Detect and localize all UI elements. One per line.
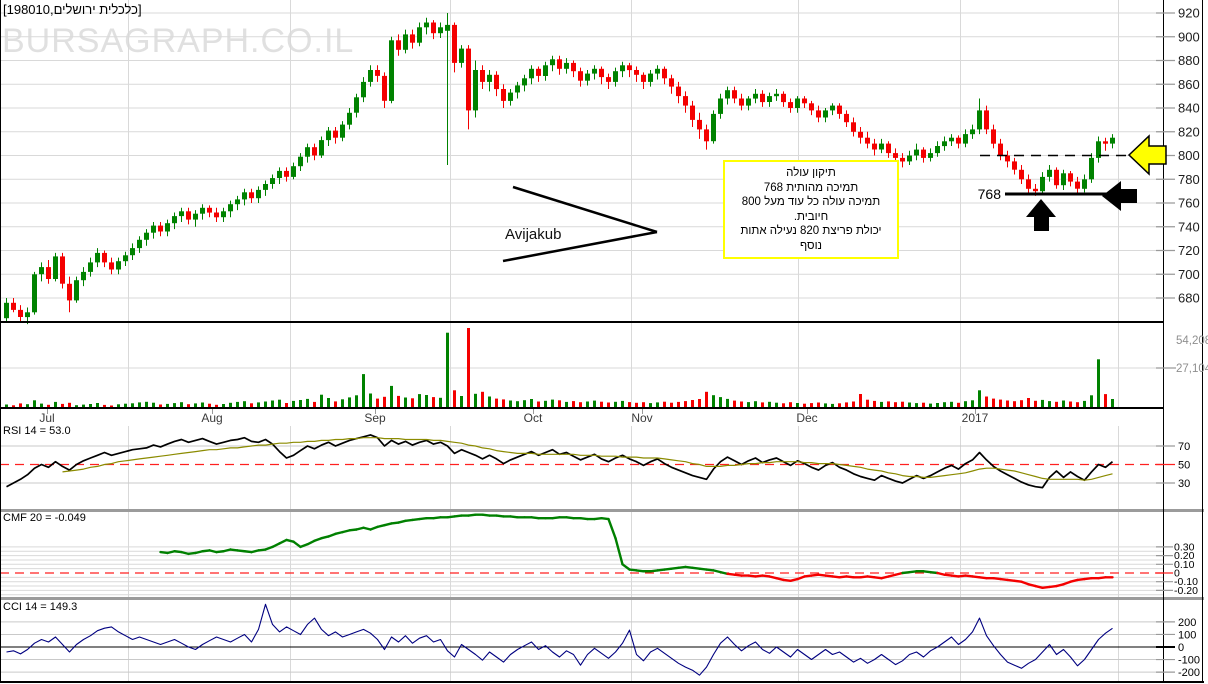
cci-axis-tick-label: 200 [1178,617,1196,629]
support-level-label: 768 [977,186,1001,202]
x-axis-month-label: 2017 [962,411,989,425]
cmf-axis-tick-label: 0.10 [1174,559,1195,571]
x-axis-month-label: Aug [201,411,222,425]
x-axis-month-label: Oct [524,411,543,425]
yellow-left-arrow-icon [1127,134,1167,176]
chart-title: [198010,כלכלית ירושלים] [3,2,142,17]
annotation-line: תיקון עולה [786,167,836,179]
price-axis-tick-label: 800 [1178,148,1200,163]
price-annotations [502,134,1167,263]
black-left-arrow-icon [1102,181,1137,211]
price-axis-tick-label: 820 [1178,124,1200,139]
candles [4,13,1115,325]
annotation-line: נוסף [799,239,823,252]
price-axis-tick-label: 860 [1178,77,1200,92]
black-up-arrow-icon [1026,199,1056,231]
price-axis-tick-label: 720 [1178,243,1200,258]
price-axis-tick-label: 900 [1178,29,1200,44]
cci-axis-tick-label: -100 [1178,655,1200,667]
price-axis-tick-label: 780 [1178,172,1200,187]
cmf-axis-tick-label: 0 [1174,568,1180,580]
x-axis-month-label: Dec [796,411,817,425]
x-axis-month-label: Nov [631,411,652,425]
rsi-line [6,434,1114,489]
cmf-line [159,513,1114,589]
cmf-panel-label: CMF 20 = -0.049 [3,512,86,524]
cci-line [6,603,1113,676]
rsi-smoothed-line [62,437,1113,481]
cmf-axis-tick-label: 0.20 [1174,550,1195,562]
price-axis-tick-label: 880 [1178,53,1200,68]
annotation-line: חיובית. [793,210,829,223]
cmf-axis-tick-label: -0.10 [1174,576,1198,588]
cci-axis-tick-label: 100 [1178,629,1196,641]
volume-axis-tick-label: 27,104 [1176,363,1208,375]
price-axis-tick-label: 680 [1178,291,1200,306]
annotation-line: יכולת פריצת 820 נעילה אתות [740,225,882,238]
rsi-panel-label: RSI 14 = 53.0 [3,425,71,437]
price-axis-tick-label: 760 [1178,196,1200,211]
analyst-signature-label: Avijakub [505,226,562,243]
cmf-axis-tick-label: 0.30 [1174,541,1195,553]
volume-bars [5,328,1114,408]
cmf-axis-tick-label: -0.20 [1174,585,1198,597]
volume-axis-tick-label: 54,208 [1176,335,1208,347]
price-axis-tick-label: 700 [1178,267,1200,282]
x-axis-month-label: Jul [39,411,54,425]
price-axis-tick-label: 920 [1178,6,1200,21]
rsi-axis-tick-label: 30 [1178,478,1190,490]
cci-axis-tick-label: 0 [1178,642,1184,654]
right-axis: 9209008808608408208007807607407207006805… [1156,6,1208,679]
x-axis-month-label: Sep [364,411,386,425]
analysis-annotation-box: תיקון עולה תמיכה מהותית 768 תמיכה עולה כ… [723,160,899,259]
cci-axis-tick-label: -200 [1178,667,1200,679]
x-axis-labels: Jul Aug Sep Oct Nov Dec 2017 [39,409,989,425]
rsi-axis-tick-label: 70 [1178,441,1190,453]
cci-panel-label: CCI 14 = 149.3 [3,601,78,613]
price-axis-tick-label: 740 [1178,219,1200,234]
annotation-line: תמיכה מהותית 768 [763,181,859,194]
gridlines [0,0,1164,681]
watermark: BURSAGRAPH.CO.IL [2,22,355,60]
price-axis-tick-label: 840 [1178,101,1200,116]
rsi-axis-tick-label: 50 [1178,460,1190,472]
annotation-line: תמיכה עולה כל עוד מעל 800 [741,196,881,209]
